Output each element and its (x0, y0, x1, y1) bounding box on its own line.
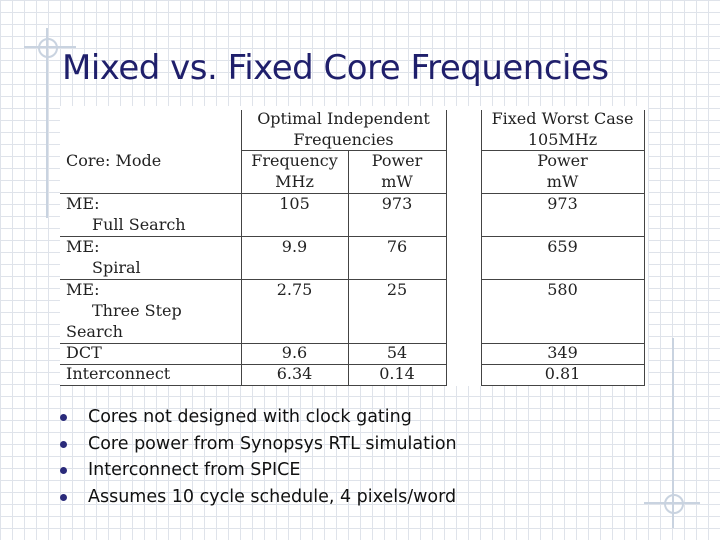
cell-frequency: 9.9 (281, 237, 308, 256)
table-rule (644, 110, 645, 386)
frequency-power-table: Optimal Independent Frequencies Fixed Wo… (60, 106, 648, 386)
decorative-line (46, 28, 48, 218)
bullet-text: Cores not designed with clock gating (88, 407, 412, 427)
bullet-text: Interconnect from SPICE (88, 460, 301, 480)
group-header-optimal: Optimal Independent (257, 109, 430, 128)
row-label: ME: (66, 194, 100, 213)
cell-power: 0.14 (379, 364, 415, 383)
row-label: Interconnect (66, 364, 171, 383)
table-rule (481, 385, 645, 386)
table-rule (60, 279, 446, 280)
table-rule (481, 193, 645, 194)
bullet-item: Cores not designed with clock gating (58, 404, 457, 431)
cell-fixed-power: 659 (547, 237, 578, 256)
bullet-text: Core power from Synopsys RTL simulation (88, 433, 457, 454)
cell-fixed-power: 349 (547, 343, 578, 362)
table-rule (481, 236, 645, 237)
bullet-dot-icon (60, 493, 67, 501)
bullet-item: Interconnect from SPICE (58, 457, 457, 484)
column-header-fixed-power: mW (546, 172, 579, 191)
cell-frequency: 2.75 (276, 280, 313, 299)
table-rule (481, 279, 645, 280)
column-header-power: mW (381, 172, 413, 191)
cell-power: 76 (386, 237, 408, 256)
table-rule (60, 364, 446, 365)
row-label: Spiral (92, 258, 141, 277)
decorative-line (672, 338, 674, 528)
column-header-frequency: MHz (275, 172, 314, 191)
group-header-fixed: 105MHz (527, 130, 598, 149)
column-header-frequency: Frequency (251, 151, 338, 170)
row-label: ME: (66, 280, 100, 299)
table-rule (481, 364, 645, 365)
table-rule (481, 110, 482, 386)
bullet-dot-icon (60, 467, 67, 474)
row-label: DCT (66, 343, 102, 362)
row-label: Search (66, 322, 123, 341)
table-rule (481, 150, 645, 151)
table-rule (241, 110, 242, 386)
table-rule (446, 110, 447, 386)
table-rule (60, 385, 446, 386)
cell-frequency: 6.34 (276, 364, 313, 383)
column-header-fixed-power: Power (537, 151, 588, 170)
cell-fixed-power: 973 (547, 194, 578, 213)
decorative-circle (664, 494, 684, 514)
row-label: Full Search (92, 215, 186, 234)
cell-fixed-power: 0.81 (544, 364, 581, 383)
cell-power: 54 (386, 343, 408, 362)
table-rule (60, 236, 446, 237)
column-header-power: Power (371, 151, 423, 170)
table-rule (241, 150, 446, 151)
decorative-circle (38, 38, 58, 58)
bullet-item: Core power from Synopsys RTL simulation (58, 431, 457, 458)
row-label: ME: (66, 237, 100, 256)
cell-frequency: 105 (279, 194, 310, 213)
bullet-text: Assumes 10 cycle schedule, 4 pixels/word (88, 486, 457, 507)
table-rule (481, 343, 645, 344)
bullet-dot-icon (60, 414, 67, 421)
column-header-core-mode: Core: Mode (66, 151, 162, 170)
table-rule (348, 150, 349, 386)
bullet-dot-icon (60, 440, 67, 448)
table-rule (60, 343, 446, 344)
cell-power: 25 (386, 280, 408, 299)
bullet-list: Cores not designed with clock gating Cor… (58, 404, 457, 510)
slide-title: Mixed vs. Fixed Core Frequencies (62, 48, 609, 88)
cell-fixed-power: 580 (547, 280, 578, 299)
table-rule (60, 193, 241, 194)
row-label: Three Step (92, 301, 182, 320)
group-header-optimal: Frequencies (293, 130, 394, 149)
table-rule (241, 193, 446, 194)
cell-frequency: 9.6 (281, 343, 308, 362)
cell-power: 973 (381, 194, 413, 213)
group-header-fixed: Fixed Worst Case (491, 109, 634, 128)
bullet-item: Assumes 10 cycle schedule, 4 pixels/word (58, 484, 457, 511)
